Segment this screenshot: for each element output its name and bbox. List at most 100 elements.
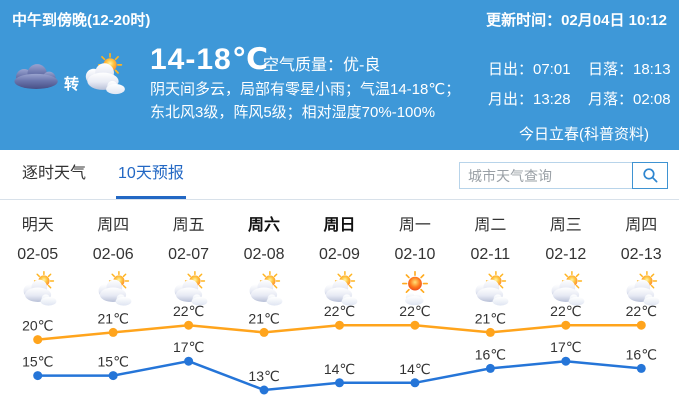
forecast-day-column[interactable]: 周四 02-13 — [604, 201, 679, 313]
low-temp-value: 14℃ — [324, 361, 355, 377]
current-weather-panel: 中午到傍晚(12-20时) 更新时间：02月04日 10:12 转 14-18℃… — [0, 0, 679, 150]
partly-cloudy-icon — [78, 50, 128, 100]
high-temp-value: 21℃ — [475, 310, 506, 326]
day-label: 周一 — [398, 217, 431, 234]
forecast-day-column[interactable]: 明天 02-05 — [0, 201, 75, 313]
day-label: 周日 — [323, 217, 356, 234]
temperature-chart: 20℃ 21℃ 22℃ 21℃ 22℃ 22℃ 21℃ 22℃ 22℃ 15℃ 15℃ 17℃ 13℃ 1… — [0, 303, 679, 420]
tab-ten-day-forecast[interactable]: 10天预报 — [116, 150, 186, 200]
high-temp-value: 21℃ — [98, 310, 129, 326]
forecast-day-column[interactable]: 周日 02-09 — [302, 201, 377, 313]
low-temp-value: 16℃ — [475, 346, 506, 362]
low-temp-dot — [636, 363, 646, 373]
day-label: 周四 — [625, 217, 658, 234]
low-temp-value: 13℃ — [248, 368, 279, 384]
search-icon — [642, 168, 657, 183]
partly-cloudy-icon — [469, 271, 511, 308]
active-tab-underline — [116, 196, 186, 199]
city-search — [459, 162, 668, 189]
ten-day-forecast: 明天 02-05 周四 02-06 周五 02-07 周六 02-08 周日 02-09 周一 02-… — [0, 201, 679, 420]
low-temp-dot — [410, 378, 420, 388]
mostly-sunny-icon — [394, 271, 436, 308]
high-temp-dot — [410, 320, 420, 330]
transition-label: 转 — [64, 76, 80, 93]
high-temp-dot — [561, 320, 571, 330]
tab-bar: 逐时天气 10天预报 — [0, 150, 679, 200]
day-label: 周二 — [474, 217, 507, 234]
partly-cloudy-icon — [545, 271, 587, 308]
low-temp-value: 17℃ — [550, 339, 581, 355]
date-label: 02-13 — [620, 246, 662, 263]
city-search-input[interactable] — [459, 162, 632, 189]
date-label: 02-11 — [470, 246, 511, 263]
forecast-day-column[interactable]: 周三 02-12 — [528, 201, 603, 313]
high-temp-dot — [33, 335, 43, 345]
day-label: 明天 — [21, 217, 54, 234]
sunrise-time: 日出：07:01 — [488, 61, 571, 78]
sun-moon-times: 日出：07:01 日落：18:13 月出：13:28 月落：02:08 — [488, 58, 671, 109]
overcast-icon — [9, 58, 61, 94]
day-label: 周三 — [549, 217, 582, 234]
high-temp-value: 22℃ — [550, 305, 581, 319]
high-temp-value: 22℃ — [324, 305, 355, 319]
tab-hourly-label: 逐时天气 — [22, 165, 87, 182]
air-quality-label: 空气质量：优-良 — [263, 57, 381, 74]
date-label: 02-05 — [17, 246, 59, 263]
high-temp-dot — [636, 320, 646, 330]
partly-cloudy-icon — [17, 271, 59, 308]
day-label: 周五 — [172, 217, 205, 234]
high-temp-value: 22℃ — [626, 305, 657, 319]
forecast-day-column[interactable]: 周二 02-11 — [453, 201, 528, 313]
forecast-day-column[interactable]: 周六 02-08 — [226, 201, 301, 313]
high-temp-dot — [485, 327, 495, 337]
forecast-day-column[interactable]: 周一 02-10 — [377, 201, 452, 313]
forecast-period-label: 中午到傍晚(12-20时) — [12, 12, 151, 29]
high-temp-value: 20℃ — [22, 318, 53, 334]
search-button[interactable] — [632, 162, 668, 189]
solar-term-link[interactable]: 今日立春(科普资料) — [519, 126, 649, 143]
partly-cloudy-icon — [243, 271, 285, 308]
tab-hourly-weather[interactable]: 逐时天气 — [20, 150, 88, 200]
partly-cloudy-icon — [318, 271, 360, 308]
low-temp-dot — [108, 371, 118, 381]
low-temp-value: 16℃ — [626, 346, 657, 362]
low-temp-value: 15℃ — [98, 354, 129, 370]
date-label: 02-10 — [394, 246, 436, 263]
day-label: 周六 — [248, 217, 281, 234]
weather-description: 阴天间多云，局部有零星小雨；气温14-18℃；东北风3级，阵风5级；相对湿度70… — [150, 81, 461, 121]
partly-cloudy-icon — [168, 271, 210, 308]
moonrise-time: 月出：13:28 — [488, 91, 571, 108]
low-temp-dot — [259, 385, 269, 395]
partly-cloudy-icon — [92, 271, 134, 308]
high-temp-value: 22℃ — [173, 305, 204, 319]
high-temp-value: 22℃ — [399, 305, 430, 319]
date-label: 02-06 — [92, 246, 134, 263]
high-temp-dot — [108, 327, 118, 337]
low-temp-value: 17℃ — [173, 339, 204, 355]
low-temp-dot — [561, 356, 571, 366]
low-temp-value: 14℃ — [399, 361, 430, 377]
forecast-day-column[interactable]: 周四 02-06 — [75, 201, 150, 313]
date-label: 02-08 — [243, 246, 285, 263]
temperature-range: 14-18℃ — [150, 43, 270, 76]
date-label: 02-07 — [168, 246, 210, 263]
low-temp-dot — [485, 363, 495, 373]
tabs: 逐时天气 10天预报 — [20, 150, 214, 200]
tab-ten-day-label: 10天预报 — [118, 165, 184, 182]
forecast-day-column[interactable]: 周五 02-07 — [151, 201, 226, 313]
partly-cloudy-icon — [620, 271, 662, 308]
high-temp-dot — [259, 327, 269, 337]
low-temp-dot — [335, 378, 344, 388]
date-label: 02-09 — [319, 246, 360, 263]
high-temp-dot — [335, 320, 344, 330]
low-temp-dot — [184, 356, 194, 366]
update-time-label: 更新时间：02月04日 10:12 — [486, 12, 667, 29]
low-temp-dot — [33, 371, 43, 381]
date-label: 02-12 — [545, 246, 587, 263]
sunset-time: 日落：18:13 — [588, 61, 671, 78]
high-temp-value: 21℃ — [248, 310, 279, 326]
forecast-columns: 明天 02-05 周四 02-06 周五 02-07 周六 02-08 周日 02-09 周一 02-… — [0, 201, 679, 313]
moonset-time: 月落：02:08 — [588, 91, 671, 108]
day-label: 周四 — [97, 217, 130, 234]
